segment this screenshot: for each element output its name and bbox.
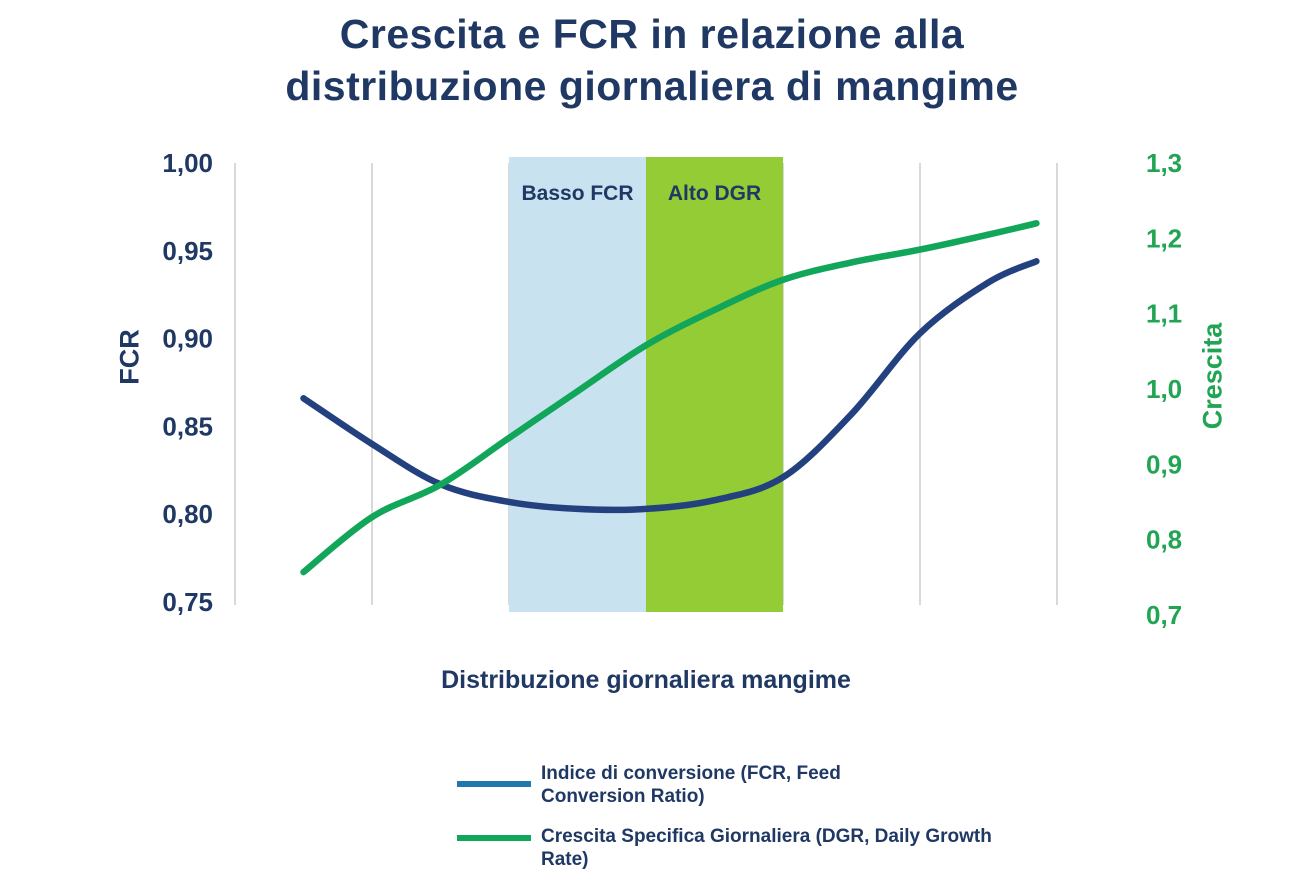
- right-axis-tick: 1,3: [1146, 148, 1182, 178]
- fcr-legend-line: [457, 781, 531, 787]
- left-axis-tick: 0,85: [162, 411, 213, 441]
- dgr-legend-label: Crescita Specifica Giornaliera (DGR, Dai…: [541, 826, 992, 869]
- x-axis-title: Distribuzione giornaliera mangime: [441, 666, 851, 694]
- left-axis-tick: 0,90: [162, 324, 213, 354]
- left-axis-tick: 0,95: [162, 236, 213, 266]
- band-label-basso-fcr: Basso FCR: [521, 182, 634, 205]
- dgr-legend-line: [457, 835, 531, 841]
- left-axis-title: FCR: [114, 329, 145, 385]
- chart-title: Crescita e FCR in relazione alla distrib…: [285, 11, 1019, 109]
- band-label-alto-dgr: Alto DGR: [667, 182, 762, 205]
- right-axis-tick: 1,1: [1146, 299, 1182, 329]
- alto-dgr-band: [646, 157, 783, 612]
- left-axis-tick: 1,00: [162, 148, 213, 178]
- left-axis-tick: 0,75: [162, 587, 213, 617]
- basso-fcr-band: [509, 157, 646, 612]
- left-axis-tick: 0,80: [162, 499, 213, 529]
- fcr-legend-label: Indice di conversione (FCR, Feed Convers…: [541, 763, 841, 807]
- right-axis-tick: 1,0: [1146, 374, 1182, 404]
- right-axis-tick: 0,9: [1146, 449, 1182, 479]
- right-axis-title: Crescita: [1197, 322, 1228, 430]
- right-axis-tick: 1,2: [1146, 223, 1182, 253]
- right-axis-tick: 0,7: [1146, 600, 1182, 630]
- dgr-curve: [300, 220, 1040, 576]
- right-axis-tick: 0,8: [1146, 525, 1182, 555]
- fcr-curve: [300, 258, 1040, 514]
